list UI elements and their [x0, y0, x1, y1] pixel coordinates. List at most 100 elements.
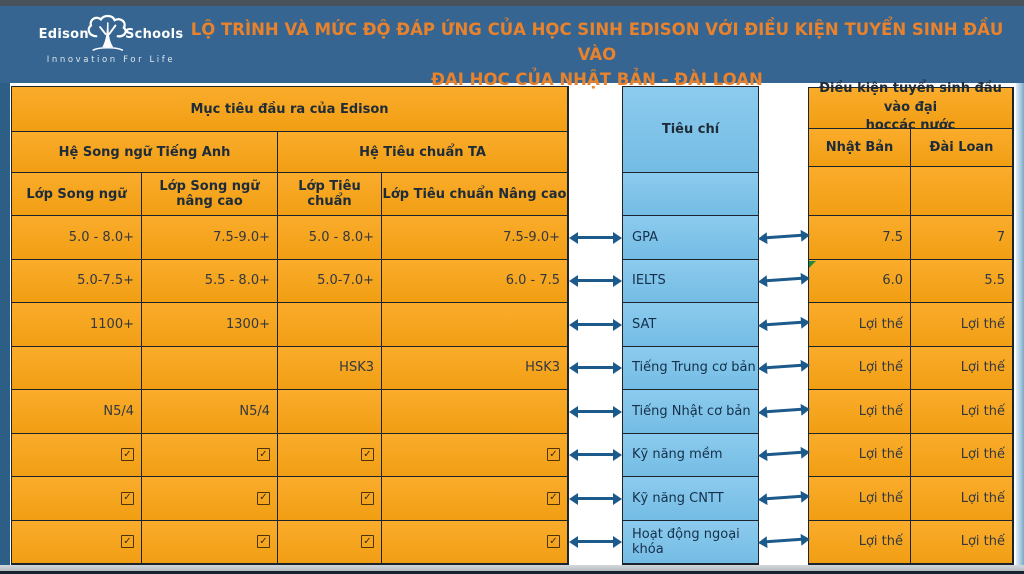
checked-checkbox-icon: ✓ [121, 535, 134, 549]
green-corner-marker [809, 261, 816, 268]
double-arrow-icon [569, 274, 622, 287]
criteria-item: Tiếng Trung cơ bản [623, 346, 758, 390]
criteria-item: SAT [623, 303, 758, 347]
table-cell: ✓ [12, 433, 142, 477]
criteria-item: Tiếng Nhật cơ bản [623, 390, 758, 434]
double-arrow-icon [569, 405, 622, 418]
table-cell: Lợi thế [809, 477, 911, 521]
table-cell: Lợi thế [809, 303, 911, 347]
table-cell: Lợi thế [911, 477, 1013, 521]
table-cell: 7.5 [809, 216, 911, 260]
table-cell: 5.0-7.5+ [12, 259, 142, 303]
country-requirements-table: Điều kiện tuyển sinh đầu vào đại họccác … [808, 81, 1014, 565]
table-cell: ✓ [12, 477, 142, 521]
checked-checkbox-icon: ✓ [121, 491, 134, 505]
criteria-item: Hoạt động ngoại khóa [623, 520, 758, 564]
table-cell: ✓ [278, 520, 382, 564]
double-arrow-icon [569, 361, 622, 374]
table-blank-cell [809, 167, 911, 216]
checked-checkbox-icon: ✓ [361, 448, 374, 462]
table-cell: Lợi thế [911, 303, 1013, 347]
country-requirements-title: Điều kiện tuyển sinh đầu vào đại họccác … [809, 81, 1013, 133]
table-cell: Lợi thế [809, 390, 911, 434]
header-band [0, 6, 1024, 83]
table-cell: 5.5 - 8.0+ [142, 259, 278, 303]
double-arrow-icon [569, 448, 622, 461]
edison-schools-logo: Edison Schools Innovation For Life [36, 14, 186, 65]
table-cell: Lợi thế [911, 390, 1013, 434]
bottom-silver-band [0, 565, 1024, 571]
table-cell [142, 346, 278, 390]
slide-title: LỘ TRÌNH VÀ MỨC ĐỘ ĐÁP ỨNG CỦA HỌC SINH … [175, 17, 1019, 92]
bottom-dark-band [0, 571, 1024, 574]
criteria-item: Kỹ năng mềm [623, 433, 758, 477]
table-cell: 5.0 - 8.0+ [278, 216, 382, 260]
double-arrow-icon [569, 318, 622, 331]
table-cell: ✓ [142, 520, 278, 564]
table-cell: 6.0 - 7.5 [382, 259, 568, 303]
column-header: Lớp Song ngữ nâng cao [142, 173, 278, 216]
table-cell: ✓ [382, 433, 568, 477]
table-cell: 5.0-7.0+ [278, 259, 382, 303]
checked-checkbox-icon: ✓ [547, 535, 560, 549]
column-header: Lớp Song ngữ [12, 173, 142, 216]
logo-wordmark: Edison Schools [36, 14, 186, 54]
double-arrow-icon [569, 535, 622, 548]
table-cell: ✓ [382, 520, 568, 564]
checked-checkbox-icon: ✓ [361, 535, 374, 549]
table-cell: ✓ [278, 477, 382, 521]
column-header: Lớp Tiêu chuẩn [278, 173, 382, 216]
country-requirements-title-line1: Điều kiện tuyển sinh đầu vào đại [819, 80, 1002, 115]
checked-checkbox-icon: ✓ [257, 448, 270, 462]
table-cell: Lợi thế [809, 433, 911, 477]
criteria-item: Kỹ năng CNTT [623, 477, 758, 521]
table-cell: 7.5-9.0+ [142, 216, 278, 260]
table-cell: N5/4 [12, 390, 142, 434]
table-cell: 6.0 [809, 259, 911, 303]
checked-checkbox-icon: ✓ [547, 491, 560, 505]
criteria-item: IELTS [623, 259, 758, 303]
table-cell: 7.5-9.0+ [382, 216, 568, 260]
double-arrow-icon [569, 231, 622, 244]
table-cell: Lợi thế [911, 520, 1013, 564]
table-cell: Lợi thế [809, 520, 911, 564]
checked-checkbox-icon: ✓ [257, 535, 270, 549]
table-cell: 5.5 [911, 259, 1013, 303]
table-cell [278, 390, 382, 434]
column-header-japan: Nhật Bản [809, 129, 911, 167]
table-cell: 5.0 - 8.0+ [12, 216, 142, 260]
table-cell: 1100+ [12, 303, 142, 347]
edison-targets-title: Mục tiêu đầu ra của Edison [12, 87, 568, 132]
table-cell: ✓ [278, 433, 382, 477]
table-cell: Lợi thế [911, 346, 1013, 390]
table-cell: Lợi thế [809, 346, 911, 390]
checked-checkbox-icon: ✓ [361, 491, 374, 505]
column-header-taiwan: Đài Loan [911, 129, 1013, 167]
group-bilingual-header: Hệ Song ngữ Tiếng Anh [12, 132, 278, 173]
top-strip [0, 0, 1024, 6]
criteria-blank-cell [623, 173, 758, 216]
table-cell: ✓ [382, 477, 568, 521]
table-cell: ✓ [142, 477, 278, 521]
table-blank-cell [911, 167, 1013, 216]
table-cell [382, 390, 568, 434]
group-standard-header: Hệ Tiêu chuẩn TA [278, 132, 568, 173]
tree-icon [87, 14, 127, 51]
table-cell [278, 303, 382, 347]
column-header: Lớp Tiêu chuẩn Nâng cao [382, 173, 568, 216]
double-arrow-icon [569, 492, 622, 505]
checked-checkbox-icon: ✓ [121, 448, 134, 462]
checked-checkbox-icon: ✓ [547, 448, 560, 462]
right-edge-strip [1016, 83, 1024, 565]
table-cell: ✓ [142, 433, 278, 477]
table-cell: N5/4 [142, 390, 278, 434]
edison-targets-table: Mục tiêu đầu ra của Edison Hệ Song ngữ T… [11, 86, 569, 565]
logo-text-schools: Schools [124, 26, 184, 42]
logo-text-edison: Edison [38, 26, 89, 42]
slide-title-line2: ĐẠI HỌC CỦA NHẬT BẢN - ĐÀI LOAN [431, 70, 763, 89]
criteria-column: Tiêu chí GPA IELTS SAT Tiếng Trung cơ bả… [622, 86, 759, 565]
table-cell: Lợi thế [911, 433, 1013, 477]
table-cell: HSK3 [278, 346, 382, 390]
checked-checkbox-icon: ✓ [257, 491, 270, 505]
